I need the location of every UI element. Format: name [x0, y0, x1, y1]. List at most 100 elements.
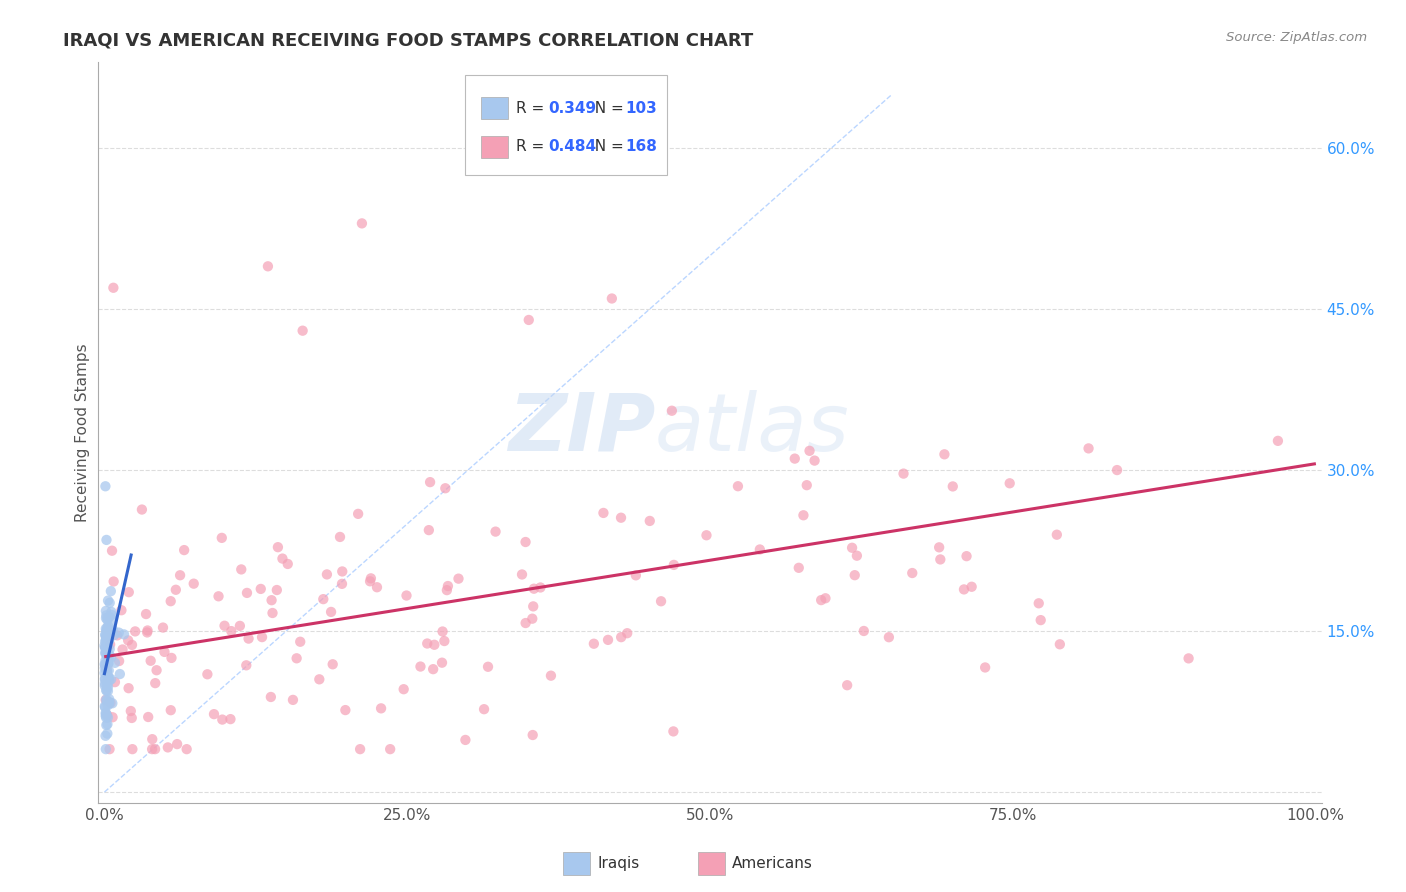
- Point: [141, 732, 163, 747]
- Point: [96, 707, 118, 722]
- Point: [942, 479, 965, 493]
- Point: [96, 644, 118, 658]
- Point: [176, 742, 198, 756]
- Point: [145, 663, 167, 677]
- Point: [94, 710, 117, 724]
- Point: [1077, 442, 1099, 456]
- Point: [97, 623, 120, 637]
- Point: [101, 622, 124, 636]
- Point: [94, 700, 117, 714]
- Point: [97, 664, 120, 678]
- Point: [96, 664, 118, 678]
- Point: [249, 582, 271, 596]
- Point: [423, 638, 446, 652]
- Point: [517, 313, 540, 327]
- Point: [231, 562, 253, 576]
- Point: [97, 684, 120, 698]
- Point: [108, 625, 131, 640]
- Point: [121, 742, 143, 756]
- Point: [380, 742, 402, 756]
- Text: Source: ZipAtlas.com: Source: ZipAtlas.com: [1226, 31, 1367, 45]
- Point: [447, 572, 470, 586]
- Text: 103: 103: [626, 101, 658, 116]
- Text: 0.349: 0.349: [548, 101, 596, 116]
- Point: [117, 633, 139, 648]
- Point: [94, 646, 117, 660]
- Point: [290, 634, 312, 648]
- Point: [316, 567, 339, 582]
- Point: [219, 712, 242, 726]
- Point: [183, 576, 205, 591]
- Point: [97, 619, 120, 633]
- Point: [136, 710, 159, 724]
- Point: [610, 510, 633, 524]
- Point: [592, 506, 614, 520]
- Point: [877, 630, 900, 644]
- Point: [416, 636, 439, 650]
- Point: [97, 634, 120, 648]
- Point: [96, 726, 118, 740]
- FancyBboxPatch shape: [465, 75, 668, 175]
- Point: [484, 524, 506, 539]
- Point: [395, 589, 418, 603]
- Point: [96, 630, 118, 644]
- Y-axis label: Receiving Food Stamps: Receiving Food Stamps: [75, 343, 90, 522]
- Point: [94, 706, 117, 720]
- Point: [600, 292, 623, 306]
- Point: [143, 742, 166, 756]
- Point: [434, 481, 457, 495]
- Point: [94, 611, 117, 625]
- Point: [96, 649, 118, 664]
- Point: [97, 698, 120, 713]
- Point: [260, 690, 283, 704]
- Point: [97, 669, 120, 683]
- Bar: [481, 136, 508, 158]
- Point: [94, 634, 117, 648]
- Point: [101, 543, 124, 558]
- Point: [96, 708, 118, 723]
- Point: [94, 479, 117, 493]
- Point: [97, 670, 120, 684]
- Point: [515, 535, 537, 549]
- Point: [799, 443, 821, 458]
- Point: [98, 638, 121, 652]
- Point: [121, 638, 143, 652]
- Point: [929, 552, 952, 566]
- Point: [350, 216, 373, 230]
- Point: [596, 632, 619, 647]
- Point: [98, 697, 121, 711]
- Point: [727, 479, 749, 493]
- Point: [330, 577, 353, 591]
- Point: [94, 693, 117, 707]
- Point: [97, 680, 120, 694]
- Point: [814, 591, 837, 606]
- Point: [1267, 434, 1289, 448]
- Point: [94, 742, 117, 756]
- Point: [207, 589, 229, 603]
- Text: IRAQI VS AMERICAN RECEIVING FOOD STAMPS CORRELATION CHART: IRAQI VS AMERICAN RECEIVING FOOD STAMPS …: [63, 31, 754, 49]
- Point: [837, 678, 859, 692]
- Point: [360, 571, 382, 585]
- Point: [901, 566, 924, 580]
- Point: [436, 583, 458, 598]
- Point: [97, 656, 120, 670]
- Point: [319, 605, 342, 619]
- Point: [322, 657, 344, 672]
- Text: Americans: Americans: [733, 856, 813, 871]
- Point: [409, 659, 432, 673]
- Point: [96, 632, 118, 646]
- Point: [650, 594, 672, 608]
- Point: [330, 565, 353, 579]
- Point: [159, 703, 181, 717]
- Point: [135, 607, 157, 621]
- Text: 168: 168: [626, 139, 658, 154]
- Point: [624, 568, 647, 582]
- Point: [238, 632, 260, 646]
- Point: [236, 586, 259, 600]
- Point: [392, 682, 415, 697]
- Point: [803, 453, 825, 467]
- Point: [262, 606, 284, 620]
- Point: [845, 549, 868, 563]
- Point: [100, 650, 122, 665]
- Point: [616, 626, 638, 640]
